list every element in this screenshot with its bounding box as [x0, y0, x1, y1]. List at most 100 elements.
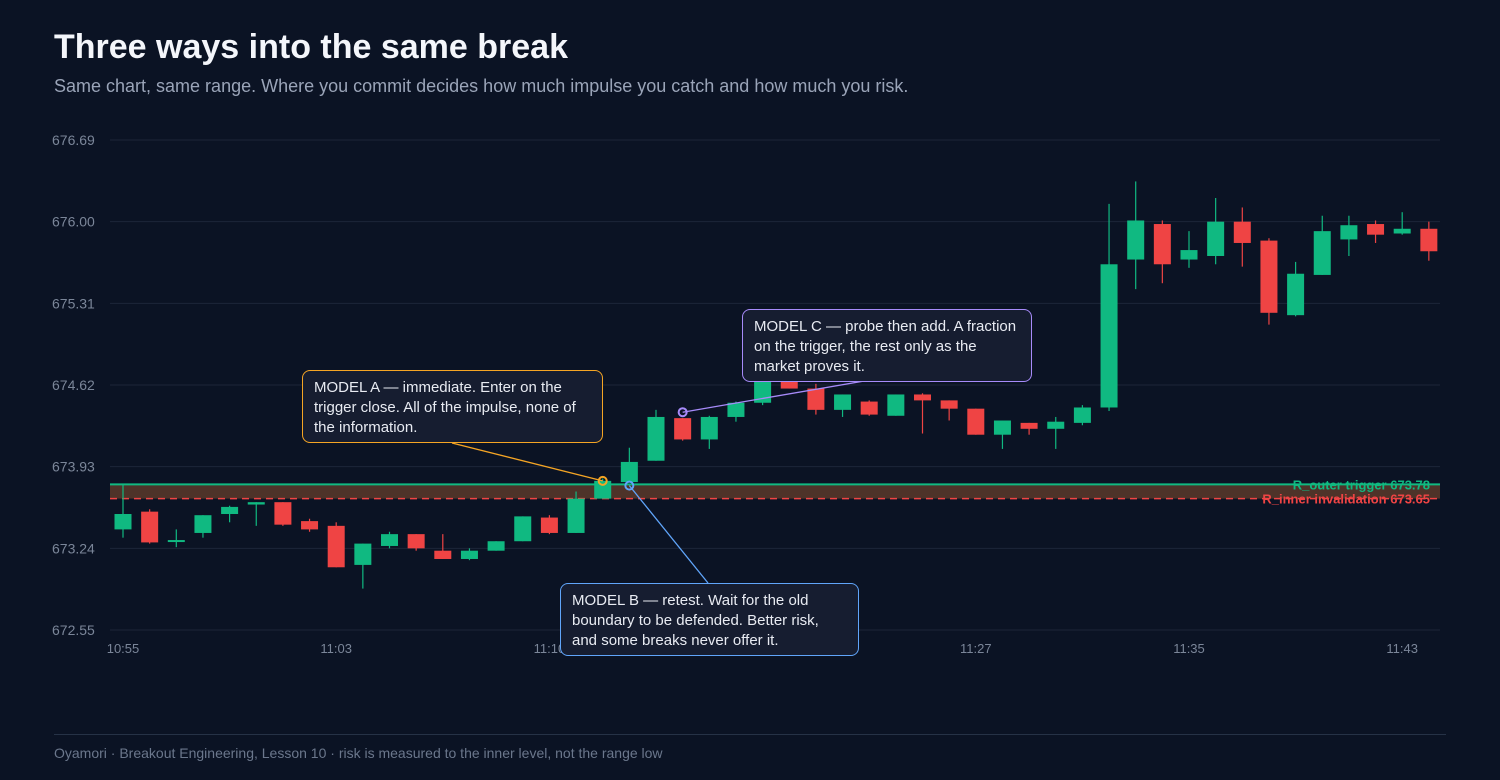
candle-body: [1207, 221, 1225, 256]
candle: [860, 400, 878, 416]
candle-body: [1020, 422, 1038, 429]
candle: [407, 534, 425, 551]
annotation-leader-line: [628, 485, 709, 584]
candle: [1420, 221, 1438, 261]
candle: [1047, 416, 1065, 449]
candle: [167, 529, 185, 548]
annotation-leader-line: [451, 442, 603, 482]
candle-body: [1100, 264, 1118, 408]
candle: [1100, 203, 1118, 412]
candle-body: [567, 498, 585, 533]
candle: [1393, 212, 1411, 235]
x-tick-label: 10:55: [107, 641, 140, 656]
candle: [967, 408, 985, 435]
trigger-level-label: R_outer trigger 673.78: [1293, 477, 1430, 492]
candle-body: [407, 534, 425, 549]
candle-body: [114, 514, 132, 530]
candle-body: [674, 418, 692, 440]
y-tick-label: 672.55: [52, 622, 95, 638]
candle-body: [860, 401, 878, 415]
y-tick-label: 674.62: [52, 377, 95, 393]
footer-note: Oyamori · Breakout Engineering, Lesson 1…: [54, 745, 663, 761]
candle-body: [247, 502, 265, 505]
candle: [434, 534, 452, 559]
candle-body: [914, 394, 931, 401]
candle-body: [807, 388, 825, 410]
candle: [1233, 207, 1251, 267]
y-tick-label: 673.93: [52, 459, 95, 475]
x-tick-label: 11:03: [320, 641, 352, 656]
candle: [141, 509, 159, 544]
chart-title: Three ways into the same break: [54, 28, 568, 66]
candle: [727, 401, 745, 422]
candle: [1180, 231, 1198, 268]
chart-subtitle: Same chart, same range. Where you commit…: [54, 76, 909, 96]
candle-body: [1047, 421, 1065, 429]
candle: [1260, 238, 1278, 325]
candle: [700, 415, 718, 449]
candle-body: [780, 380, 798, 389]
candle-body: [1313, 231, 1331, 275]
candle-body: [460, 550, 478, 559]
candle-body: [993, 420, 1011, 435]
candle-body: [1367, 224, 1385, 235]
x-tick-label: 11:43: [1386, 641, 1418, 656]
candle: [647, 409, 665, 461]
candle: [1207, 197, 1225, 265]
annotation-leader-line: [682, 379, 871, 413]
candle-body: [647, 416, 665, 461]
candle: [940, 400, 958, 421]
candle: [1340, 215, 1358, 256]
candle: [620, 447, 638, 483]
model-c-annotation: MODEL C — probe then add. A fraction on …: [742, 309, 1032, 382]
candle-body: [727, 402, 745, 417]
candle: [194, 515, 212, 538]
candle-body: [167, 540, 185, 543]
candle: [1020, 422, 1038, 435]
candle-body: [327, 525, 345, 568]
candle-body: [221, 506, 239, 515]
candle: [301, 518, 319, 532]
axis-layer: 676.69 676.00 675.31 674.62 673.93 673.24 672.…: [52, 132, 1418, 656]
candle: [274, 502, 292, 526]
candle: [1127, 181, 1145, 290]
level-zone-layer: R_outer trigger 673.78R_inner invalidati…: [110, 477, 1440, 507]
candle: [114, 484, 132, 538]
candle: [1153, 220, 1171, 284]
candle-body: [620, 461, 638, 483]
candle-body: [141, 511, 159, 543]
candle-body: [1073, 407, 1091, 423]
candle-body: [1287, 273, 1305, 316]
candle-body: [1127, 220, 1145, 260]
invalidation-level-label: R_inner invalidation 673.65: [1262, 492, 1430, 507]
candle: [327, 522, 345, 568]
candle-body: [434, 550, 452, 559]
candle-body: [1340, 225, 1358, 240]
candle-body: [1180, 250, 1198, 260]
candle: [914, 393, 931, 434]
candle: [567, 491, 585, 533]
level-zone: [110, 484, 1440, 499]
candle-body: [354, 543, 372, 565]
candle-body: [1393, 228, 1411, 234]
footer-divider: [54, 734, 1446, 735]
candle-body: [1420, 228, 1438, 252]
candle: [354, 543, 372, 589]
candle: [247, 502, 265, 526]
y-tick-label: 675.31: [52, 295, 95, 311]
candle-body: [940, 400, 958, 409]
candle-body: [487, 541, 505, 551]
entry-marker: [677, 407, 688, 418]
candle: [487, 541, 505, 551]
y-tick-label: 676.00: [52, 214, 95, 230]
candle: [993, 420, 1011, 449]
candle: [1287, 261, 1305, 317]
candle: [381, 531, 398, 549]
candle: [594, 478, 612, 499]
entry-marker-layer: [451, 379, 871, 584]
candle: [1367, 220, 1385, 243]
y-tick-label: 676.69: [52, 132, 95, 148]
candle: [674, 418, 692, 441]
candle: [540, 515, 558, 535]
candle-body: [887, 394, 905, 416]
